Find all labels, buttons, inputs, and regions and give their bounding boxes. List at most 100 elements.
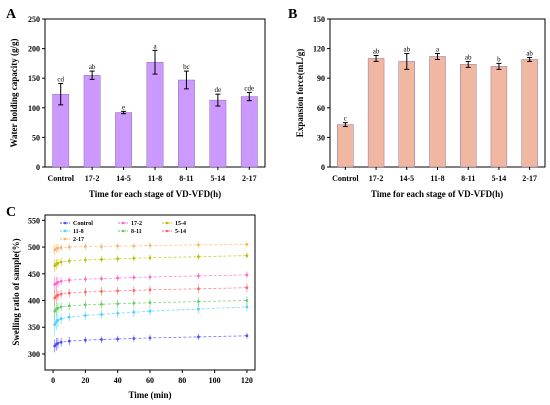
- panel-a-significance-label: a: [153, 42, 157, 50]
- panel-c-point: [100, 313, 103, 316]
- panel-c-legend-label: 11-8: [73, 229, 84, 235]
- panel-b-bar: [367, 58, 385, 168]
- panel-a-bar: [115, 112, 132, 168]
- panel-c-point: [148, 288, 152, 292]
- panel-c-point: [59, 260, 63, 264]
- panel-c-x-tick-label: 100: [209, 376, 221, 385]
- panel-a-bar: [83, 75, 101, 168]
- panel-c-legend: Control 17-2 15-4 11-8 8-11 5-14 2-17: [60, 221, 186, 243]
- panel-c-point: [245, 286, 249, 290]
- panel-a-significance-label: de: [215, 86, 222, 94]
- panel-c-point: [245, 305, 249, 309]
- panel-c-y-tick-label: 500: [28, 243, 40, 252]
- panel-b-bar: [429, 56, 446, 168]
- panel-b-y-tick-label: 60: [317, 104, 325, 113]
- panel-c-point: [245, 273, 249, 277]
- panel-c-point: [59, 305, 63, 309]
- panel-c-point: [83, 303, 87, 307]
- panel-c-point: [132, 244, 136, 248]
- panel-c-point: [56, 293, 60, 297]
- panel-c-point: [132, 288, 136, 292]
- panel-c-series-line: [54, 300, 247, 312]
- panel-c-point: [100, 290, 103, 293]
- panel-c-x-tick-label: 40: [114, 376, 122, 385]
- panel-c-x-axis-title: Time (min): [128, 390, 171, 400]
- panel-a-marks: 0 50 100 150 200 250 cd Control ab 17-2 e 14-5 a 11-8…: [28, 15, 258, 183]
- panel-c-point: [59, 246, 63, 250]
- panel-c-y-tick-label: 400: [28, 297, 40, 306]
- panel-c-point: [197, 300, 200, 303]
- panel-c-point: [83, 338, 87, 342]
- panel-a-x-tick-label: 17-2: [85, 174, 100, 183]
- panel-a-x-tick-label: 5-14: [211, 174, 226, 183]
- panel-c-point: [67, 315, 71, 319]
- panel-c-point: [116, 276, 120, 280]
- panel-a-bar: [178, 79, 195, 168]
- panel-c-point: [83, 314, 87, 317]
- panel-c-legend-label: 15-4: [175, 221, 186, 227]
- panel-c-point: [100, 302, 103, 306]
- panel-c-point: [67, 245, 71, 249]
- panel-c-legend-label: 17-2: [131, 221, 142, 227]
- panel-c-point: [56, 341, 60, 345]
- panel-c-point: [116, 244, 120, 248]
- panel-c-legend-marker: [63, 229, 67, 233]
- panel-c-point: [53, 323, 57, 326]
- panel-c-point: [59, 317, 63, 321]
- panel-a-y-axis-title: Water holding capacity (g/g): [9, 38, 19, 147]
- panel-c-label: C: [6, 205, 16, 220]
- panel-c-series-line: [54, 306, 247, 325]
- panel-c-point: [197, 335, 200, 339]
- panel-c-point: [59, 340, 63, 344]
- panel-b-marks: 0 30 60 90 120 150 c Control ab 17-2 ab 14-5 a 11-8 ab…: [313, 15, 538, 183]
- panel-a-x-tick-label: 14-5: [116, 174, 131, 183]
- panel-c-point: [83, 245, 87, 248]
- panel-a-x-axis-title: Time for each stage of VD-VFD(h): [89, 189, 221, 199]
- panel-c-series-line: [54, 255, 247, 267]
- panel-c-point: [245, 254, 249, 258]
- panel-a-label: A: [6, 7, 17, 22]
- panel-c-point: [67, 291, 71, 295]
- panel-c-point: [53, 309, 57, 313]
- panel-c-point: [148, 244, 152, 247]
- panel-b-y-axis-title: Expansion force(mL/g): [295, 49, 305, 138]
- panel-c-legend-label: 2-17: [73, 237, 84, 243]
- panel-c-point: [59, 279, 63, 283]
- panel-c-point: [100, 257, 103, 261]
- panel-b-bar: [521, 59, 538, 168]
- panel-c-x-tick-label: 120: [241, 376, 253, 385]
- panel-c-point: [83, 290, 87, 294]
- panel-c-point: [148, 301, 152, 305]
- panel-a: A 0 50 100 150 200 250 cd Control ab 17-2 e 14-5 a 11…: [6, 7, 266, 199]
- panel-c-point: [197, 287, 200, 291]
- panel-c-point: [56, 306, 60, 310]
- panel-c-legend-label: 5-14: [175, 229, 186, 235]
- panel-b-y-tick-label: 120: [313, 45, 325, 54]
- panel-c-point: [100, 338, 103, 341]
- panel-a-y-tick-label: 50: [32, 133, 40, 142]
- panel-a-y-tick-label: 200: [28, 45, 40, 54]
- panel-a-y-tick-label: 150: [28, 74, 40, 83]
- panel-c-point: [67, 339, 71, 343]
- panel-c-point: [148, 309, 152, 313]
- panel-c-point: [56, 318, 60, 322]
- panel-c-point: [116, 289, 120, 293]
- panel-c-legend-label: Control: [73, 221, 93, 227]
- panel-b-x-tick-label: 14-5: [399, 174, 414, 183]
- panel-c-point: [56, 280, 60, 284]
- panel-b-x-tick-label: 17-2: [369, 174, 384, 183]
- panel-a-x-tick-label: 11-8: [148, 174, 162, 183]
- panel-c-point: [116, 311, 120, 315]
- panel-c: C 300 350 400 450 500 550 0 20 40 60 80 100 120 Cont…: [6, 205, 256, 400]
- panel-c-point: [67, 304, 71, 308]
- panel-c-x-tick-label: 60: [146, 376, 154, 385]
- panel-a-significance-label: e: [122, 103, 125, 111]
- panel-c-legend-marker: [121, 229, 125, 233]
- panel-b: B 0 30 60 90 120 150 c Control ab 17-2 ab 14-5 a 11-8…: [288, 7, 546, 199]
- panel-b-x-tick-label: 8-11: [461, 174, 475, 183]
- panel-a-y-tick-label: 250: [28, 15, 40, 24]
- panel-c-x-tick-label: 80: [178, 376, 186, 385]
- panel-a-bar: [209, 99, 227, 168]
- panel-c-legend-marker: [63, 237, 67, 241]
